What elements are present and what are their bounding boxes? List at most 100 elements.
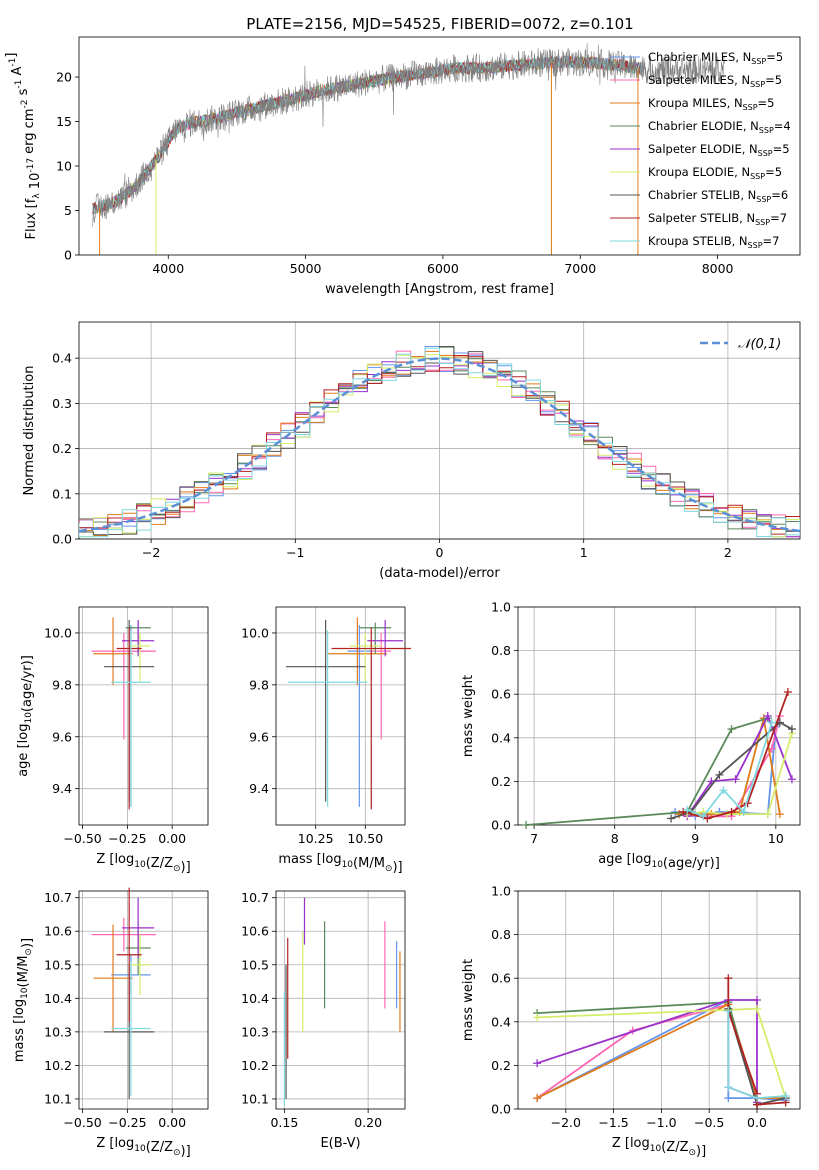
mass-weight-marker xyxy=(703,814,712,823)
y-tick-label: 10.2 xyxy=(241,1058,269,1073)
y-axis-label: mass [log10(M/M⊙)] xyxy=(12,938,35,1062)
weight-vs-age-panel: 7 8 9 10 0.0 0.2 0.4 0.6 0.8 1.0 age [log10(age/yr… xyxy=(461,600,801,871)
mass-weight-marker xyxy=(752,996,761,1004)
mass-weight-line xyxy=(526,717,769,826)
mass-weight-marker xyxy=(727,725,736,734)
x-tick-label: 5000 xyxy=(290,261,322,276)
y-tick-label: 1.0 xyxy=(491,600,511,615)
x-tick-label: 4000 xyxy=(152,261,184,276)
y-tick-label: 9.6 xyxy=(249,729,269,744)
x-tick-label: 10.25 xyxy=(298,831,334,846)
y-tick-label: 10.1 xyxy=(241,1091,269,1106)
axes-frame xyxy=(78,321,801,540)
x-tick-label: −1.5 xyxy=(598,1115,628,1130)
axes-frame xyxy=(517,890,801,1110)
axes-frame xyxy=(275,606,406,826)
legend-entry: Salpeter ELODIE, NSSP=5 xyxy=(648,142,790,158)
legend-entry: Chabrier ELODIE, NSSP=4 xyxy=(648,119,791,135)
legend-entry: Kroupa MILES, NSSP=5 xyxy=(648,96,774,112)
x-tick-label: 8 xyxy=(611,831,619,846)
mass-vs-metallicity-panel: −0.50 −0.25 0.00 10.1 10.2 10.3 10.4 10.5 10.6 10… xyxy=(12,887,209,1159)
x-tick-label: 7 xyxy=(530,831,538,846)
y-tick-label: 10.0 xyxy=(44,625,72,640)
y-axis-label: mass weight xyxy=(461,675,476,757)
mass-weight-marker xyxy=(522,821,531,829)
mass-weight-line xyxy=(727,1010,786,1100)
y-tick-label: 10.5 xyxy=(241,957,269,972)
y-tick-label: 0 xyxy=(64,248,72,263)
y-tick-label: 9.8 xyxy=(52,677,72,692)
y-tick-label: 9.4 xyxy=(249,781,269,796)
y-tick-label: 10.6 xyxy=(241,924,269,939)
x-tick-label: −0.50 xyxy=(63,1115,101,1130)
mass-weight-marker xyxy=(699,812,708,821)
axes-frame xyxy=(275,890,406,1110)
mass-weight-marker xyxy=(724,1006,733,1015)
mass-weight-line xyxy=(536,999,758,1103)
y-tick-label: 0.6 xyxy=(491,971,511,986)
x-tick-label: 2 xyxy=(724,545,732,560)
residual-histogram-step xyxy=(79,347,800,538)
x-tick-label: 0.00 xyxy=(158,831,186,846)
y-tick-label: 10 xyxy=(56,159,72,174)
y-tick-label: 10.5 xyxy=(44,957,72,972)
y-tick-label: 15 xyxy=(56,114,72,129)
y-tick-label: 10.6 xyxy=(44,924,72,939)
y-tick-label: 0.4 xyxy=(491,730,511,745)
y-tick-label: 0.0 xyxy=(52,532,72,547)
x-axis-label: wavelength [Angstrom, rest frame] xyxy=(325,282,554,297)
legend-entry: Chabrier STELIB, NSSP=6 xyxy=(648,188,788,204)
x-tick-label: 0.15 xyxy=(270,1115,298,1130)
spectrum-panel: 4000 5000 6000 7000 8000 0 5 10 15 20 wavelength [… xyxy=(4,36,801,297)
mass-weight-marker xyxy=(775,810,784,819)
y-tick-label: 10.1 xyxy=(44,1091,72,1106)
legend-entry: Chabrier MILES, NSSP=5 xyxy=(648,50,783,66)
y-tick-label: 0.2 xyxy=(491,1058,511,1073)
y-tick-label: 5 xyxy=(64,203,72,218)
x-tick-label: 7000 xyxy=(564,261,596,276)
weight-vs-metallicity-panel: −2.0 −1.5 −1.0 −0.5 0.0 0.0 0.2 0.4 0.6 0.8 1.0 Z [… xyxy=(461,884,801,1159)
y-tick-label: 10.4 xyxy=(44,991,72,1006)
mass-weight-marker xyxy=(781,1091,790,1100)
mass-weight-line xyxy=(670,721,793,820)
axes-frame xyxy=(517,606,801,826)
x-axis-label: Z [log10(Z/Z⊙)] xyxy=(96,1136,190,1159)
x-axis-label: age [log10(age/yr)] xyxy=(598,852,720,871)
axes-frame xyxy=(78,606,209,826)
y-tick-label: 0.4 xyxy=(491,1014,511,1029)
x-tick-label: 8000 xyxy=(702,261,734,276)
x-tick-label: 10 xyxy=(768,831,784,846)
y-tick-label: 1.0 xyxy=(491,884,511,899)
x-tick-label: −2.0 xyxy=(551,1115,581,1130)
y-tick-label: 9.4 xyxy=(52,781,72,796)
y-tick-label: 10.2 xyxy=(44,1058,72,1073)
mass-weight-marker xyxy=(683,805,692,814)
y-tick-label: 10.7 xyxy=(241,890,269,905)
mass-weight-marker xyxy=(667,814,676,823)
y-tick-label: 0.0 xyxy=(491,818,511,833)
y-tick-label: 0.3 xyxy=(52,396,72,411)
legend-entry: 𝒩(0,1) xyxy=(738,337,781,352)
mass-weight-marker xyxy=(724,1083,733,1092)
mass-weight-line xyxy=(536,1003,758,1099)
normal-reference-curve xyxy=(78,357,801,533)
figure-title: PLATE=2156, MJD=54525, FIBERID=0072, z=0… xyxy=(246,15,633,33)
y-tick-label: 10.3 xyxy=(241,1024,269,1039)
mass-weight-marker xyxy=(752,1004,761,1013)
x-tick-label: 6000 xyxy=(427,261,459,276)
residual-histogram-panel: −2 −1 0 1 2 0.0 0.1 0.2 0.3 0.4 (data-model)/error… xyxy=(22,321,801,581)
x-tick-label: −1.0 xyxy=(646,1115,676,1130)
mass-vs-ebv-panel: 0.15 0.20 10.1 10.2 10.3 10.4 10.5 10.6 10.7 E(B-… xyxy=(241,890,406,1151)
x-tick-label: −0.5 xyxy=(694,1115,724,1130)
age-vs-mass-panel: 10.25 10.50 9.4 9.6 9.8 10.0 mass [log10(M/M⊙)… xyxy=(241,606,411,875)
x-axis-label: Z [log10(Z/Z⊙)] xyxy=(612,1136,706,1159)
axes-frame xyxy=(78,890,209,1110)
legend-entry: Kroupa ELODIE, NSSP=5 xyxy=(648,165,782,181)
y-axis-label: Flux [fλ 10-17 erg cm-2 s-1 A-1] xyxy=(4,53,43,240)
mass-weight-marker xyxy=(724,1094,733,1103)
mass-weight-marker xyxy=(763,810,772,819)
mass-weight-marker xyxy=(731,775,740,784)
x-tick-label: 9 xyxy=(691,831,699,846)
mass-weight-marker xyxy=(787,725,796,734)
